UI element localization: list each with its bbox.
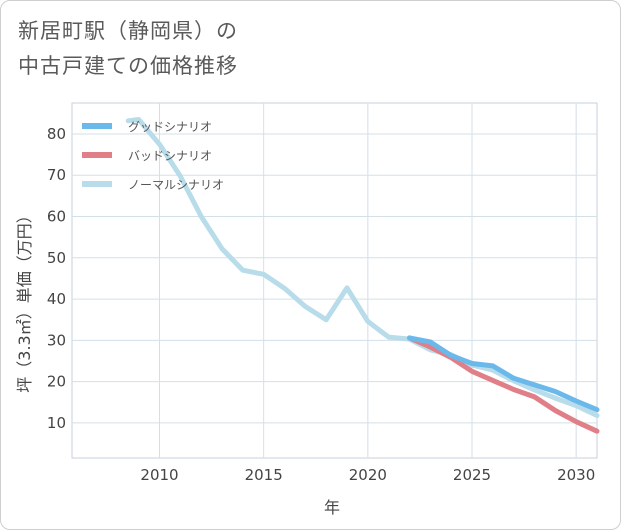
y-tick-label: 40 [47, 290, 66, 308]
legend-label: グッドシナリオ [128, 120, 212, 134]
y-tick-label: 50 [47, 249, 66, 267]
title-line-2: 中古戸建ての価格推移 [18, 54, 238, 78]
x-tick-label: 2015 [245, 466, 283, 484]
legend-label: バッドシナリオ [128, 149, 212, 163]
y-tick-label: 60 [47, 208, 66, 226]
x-tick-label: 2030 [557, 466, 595, 484]
grid [72, 103, 597, 458]
series-line-normal [125, 117, 600, 418]
y-axis-label: 坪（3.3㎡）単価（万円） [15, 207, 34, 392]
y-tick-label: 70 [47, 166, 66, 184]
y-tick-label: 80 [47, 125, 66, 143]
x-axis-label: 年 [324, 498, 340, 517]
series-line-good [407, 335, 600, 413]
y-tick-label: 10 [47, 414, 66, 432]
title-line-1: 新居町駅（静岡県）の [18, 19, 238, 43]
x-tick-label: 2010 [140, 466, 178, 484]
x-tick-label: 2020 [349, 466, 387, 484]
y-tick-label: 30 [47, 331, 66, 349]
x-tick-label: 2025 [453, 466, 491, 484]
series-line-bad [407, 335, 600, 434]
series-lines [125, 117, 600, 434]
chart-title: 新居町駅（静岡県）の 中古戸建ての価格推移 [18, 14, 238, 84]
y-tick-label: 20 [47, 373, 66, 391]
legend-label: ノーマルシナリオ [128, 178, 224, 192]
